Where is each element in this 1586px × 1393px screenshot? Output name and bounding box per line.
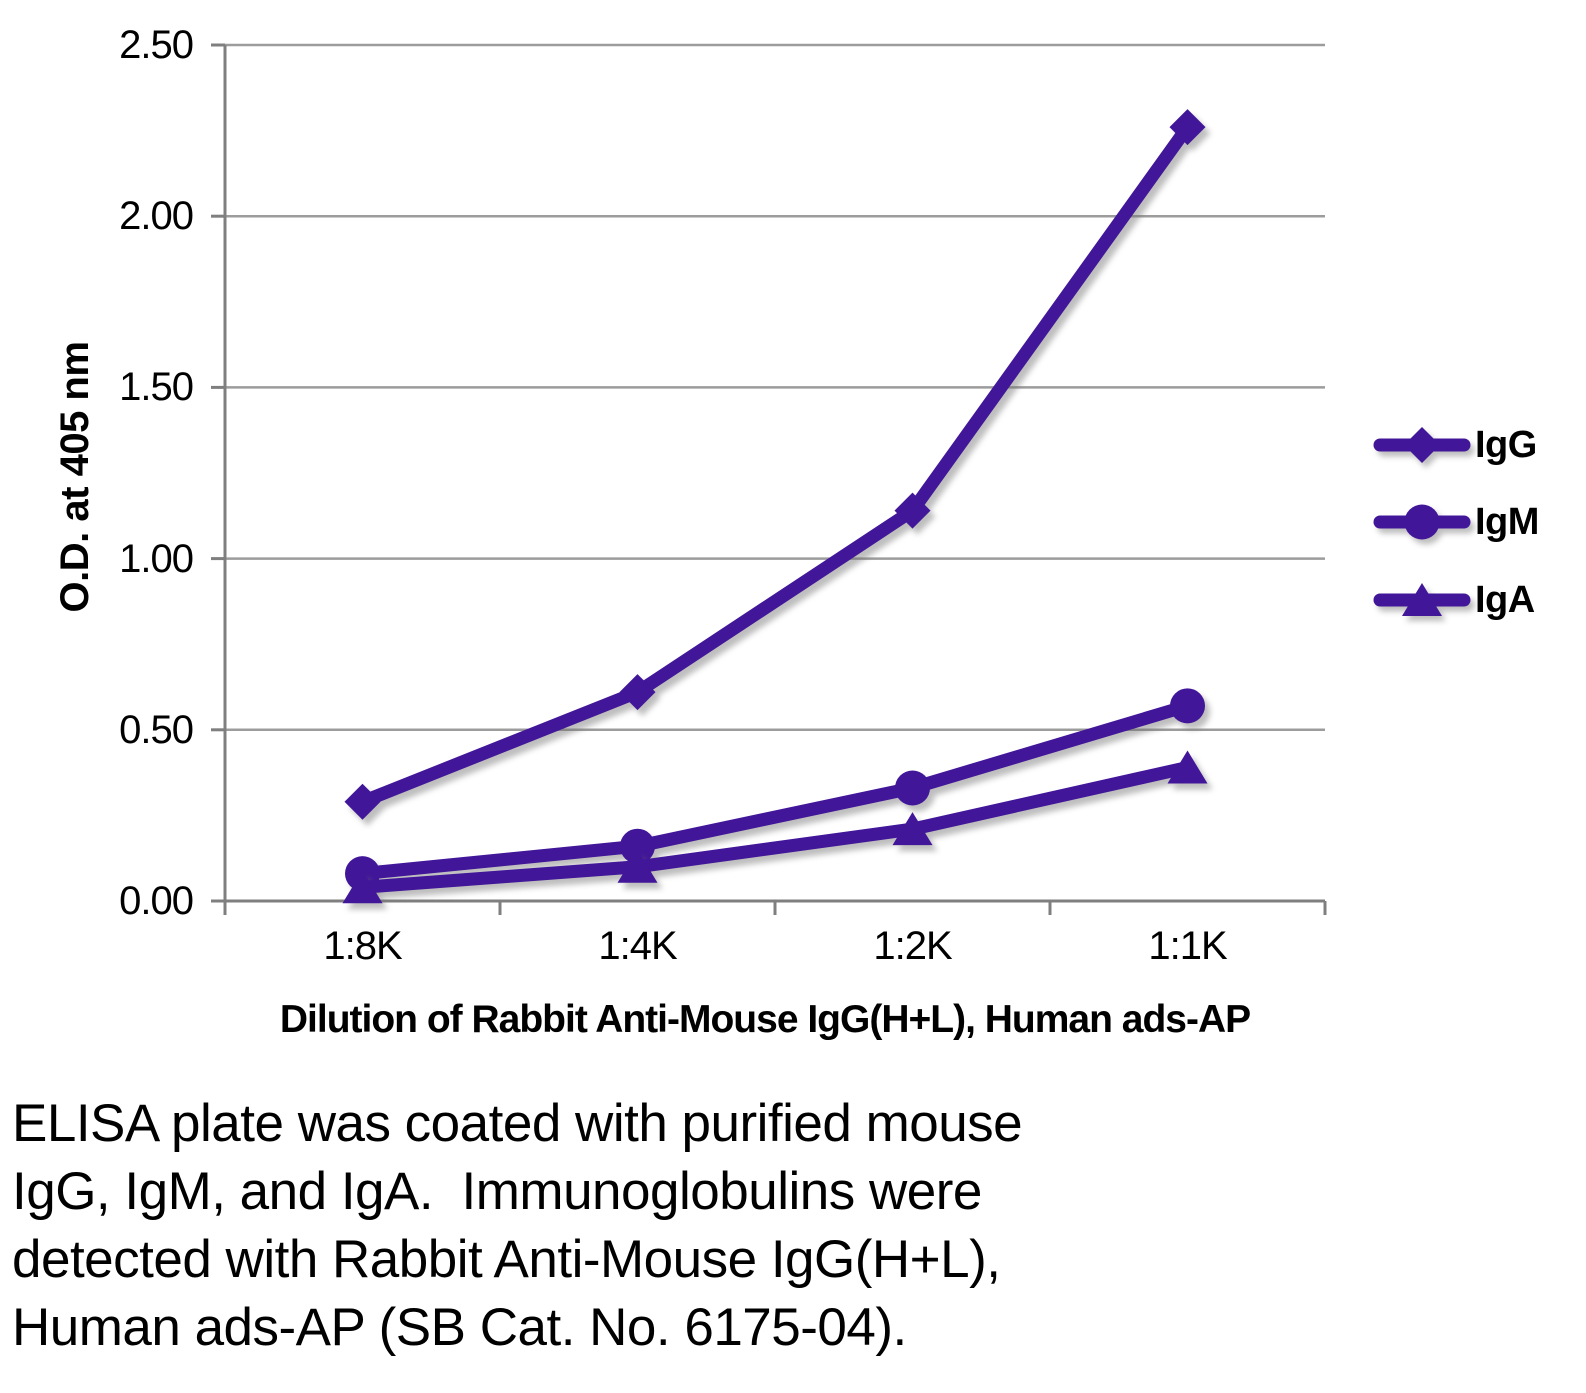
triangle-marker	[1402, 583, 1442, 616]
diamond-marker	[1404, 427, 1440, 463]
caption-line-2: IgG, IgM, and IgA. Immunoglobulins were	[12, 1162, 982, 1221]
y-axis-title: O.D. at 405 nm	[53, 341, 97, 613]
legend-label-igm: IgM	[1475, 500, 1539, 543]
x-tick-label: 1:4K	[598, 924, 677, 968]
legend-item-igm: IgM	[1372, 499, 1539, 545]
igm-circle-legend-icon	[1373, 504, 1471, 540]
series-IgG	[344, 109, 1206, 820]
series-IgM	[345, 688, 1205, 892]
y-tick-label: 2.00	[119, 194, 194, 239]
y-tick-label: 1.50	[119, 365, 194, 410]
y-tick-label: 0.00	[119, 879, 194, 923]
igg-diamond-legend-icon	[1373, 427, 1471, 463]
circle-marker	[620, 828, 655, 864]
series-IgA	[342, 750, 1208, 904]
IgM-line	[356, 699, 1194, 881]
y-tick-label: 0.50	[119, 707, 194, 752]
x-tick-label: 1:2K	[873, 924, 952, 968]
caption: ELISA plate was coated with purified mou…	[12, 1090, 1352, 1362]
y-tick-label: 1.00	[119, 536, 194, 581]
triangle-marker	[1167, 750, 1208, 784]
x-axis-title: Dilution of Rabbit Anti-Mouse IgG(H+L), …	[279, 998, 1251, 1041]
circle-marker	[1170, 688, 1205, 724]
diamond-marker	[619, 674, 656, 711]
caption-line-3: detected with Rabbit Anti-Mouse IgG(H+L)…	[12, 1230, 1001, 1289]
caption-line-1: ELISA plate was coated with purified mou…	[12, 1094, 1023, 1153]
diamond-marker	[344, 783, 381, 820]
diamond-marker	[894, 492, 931, 529]
x-tick-label: 1:8K	[323, 924, 402, 968]
diamond-marker	[1169, 109, 1206, 146]
triangle-marker	[342, 870, 383, 904]
caption-line-4: Human ads-AP (SB Cat. No. 6175-04).	[12, 1298, 907, 1357]
IgA-line	[356, 760, 1194, 894]
legend-item-igg: IgG	[1372, 422, 1537, 468]
circle-marker	[1404, 504, 1440, 540]
legend-label-iga: IgA	[1475, 578, 1535, 621]
plot-area	[211, 43, 1327, 915]
iga-triangle-legend-icon	[1373, 583, 1471, 616]
IgG-line	[356, 120, 1194, 809]
x-tick-label: 1:1K	[1148, 924, 1227, 968]
y-tick-label: 2.50	[119, 23, 194, 67]
triangle-marker	[617, 849, 658, 883]
triangle-marker	[892, 812, 933, 846]
legend-item-iga: IgA	[1372, 577, 1535, 623]
line-chart: O.D. at 405 nm 0.00 0.50 1.00 1.50 2.00 2.50 …	[53, 23, 1539, 1041]
legend-label-igg: IgG	[1475, 423, 1537, 466]
circle-marker	[895, 770, 930, 806]
